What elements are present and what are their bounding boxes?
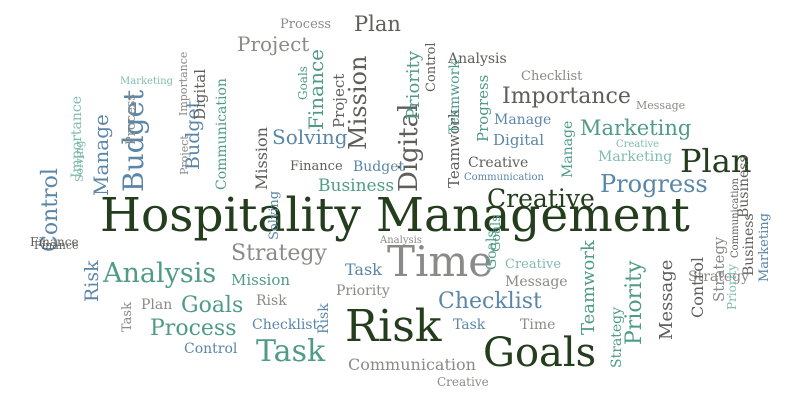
cloud-word: Priority <box>403 50 424 120</box>
cloud-word: Task <box>120 302 135 332</box>
cloud-word: Time <box>520 317 556 333</box>
cloud-word: Marketing <box>757 213 772 282</box>
cloud-word: Message <box>636 99 686 112</box>
cloud-word-title: Hospitality Management <box>100 188 690 243</box>
cloud-word: Marketing <box>120 76 174 87</box>
cloud-word: Project <box>237 32 310 56</box>
cloud-word: Manage <box>89 114 113 196</box>
cloud-word: Marketing <box>580 116 692 140</box>
cloud-word: Communication <box>214 78 230 190</box>
cloud-word: Mission <box>344 55 372 150</box>
cloud-word: Goals <box>181 293 244 318</box>
cloud-word: Risk <box>316 303 332 334</box>
cloud-word: Priority <box>336 283 390 299</box>
cloud-word: Control <box>424 42 439 92</box>
cloud-word: Project <box>330 73 348 128</box>
cloud-word: Solving <box>267 190 282 240</box>
cloud-word: Process <box>124 93 139 145</box>
cloud-word: Checklist <box>252 317 319 333</box>
cloud-word: Business <box>741 213 757 276</box>
cloud-word: Checklist <box>521 69 583 84</box>
cloud-word: Business <box>318 176 395 196</box>
cloud-word: Analysis <box>448 51 507 67</box>
cloud-word: Finance <box>34 239 79 252</box>
cloud-word: Creative <box>505 257 562 272</box>
cloud-word: Plan <box>141 297 173 313</box>
cloud-word: Communication <box>730 178 741 258</box>
cloud-word: Solving <box>272 125 348 149</box>
cloud-word: Priority <box>725 263 739 310</box>
cloud-word: Manage <box>560 120 576 178</box>
cloud-word: Teamwork <box>447 60 463 134</box>
cloud-word: Importance <box>502 84 631 109</box>
cloud-word: Creative <box>437 375 489 389</box>
cloud-word: Time <box>387 237 494 286</box>
cloud-word: Message <box>656 259 677 340</box>
cloud-word: Communication <box>464 172 544 183</box>
cloud-word: Communication <box>348 355 476 374</box>
cloud-word: Importance <box>69 95 85 178</box>
cloud-word: Progress <box>600 170 708 198</box>
cloud-word: Priority <box>622 260 647 345</box>
cloud-word: Plan <box>354 12 401 36</box>
cloud-word: Checklist <box>438 289 542 314</box>
cloud-word: Control <box>184 341 238 357</box>
cloud-word: Task <box>453 317 486 333</box>
cloud-word: Goals <box>489 215 504 252</box>
cloud-word: Plan <box>680 142 752 180</box>
cloud-word: Risk <box>81 260 103 302</box>
cloud-word: Finance <box>290 159 343 174</box>
cloud-word: Digital <box>191 69 209 120</box>
cloud-word: Creative <box>468 155 529 171</box>
cloud-word: Budget <box>353 159 405 175</box>
cloud-word: Control <box>688 256 707 318</box>
cloud-word: Creative <box>616 139 660 150</box>
cloud-word: Teamwork <box>578 240 599 335</box>
cloud-word: Mission <box>231 271 291 289</box>
cloud-word: Task <box>345 260 382 279</box>
cloud-word: Progress <box>474 74 492 142</box>
cloud-word: Importance <box>177 51 190 116</box>
cloud-word: Creative <box>487 184 595 213</box>
cloud-word: Message <box>505 274 568 290</box>
cloud-word: Analysis <box>380 235 422 246</box>
cloud-word: Mission <box>252 127 271 190</box>
cloud-word: Digital <box>493 131 544 149</box>
cloud-word: Project <box>178 135 191 175</box>
cloud-word: Manage <box>494 112 552 128</box>
cloud-word: Marketing <box>598 149 673 165</box>
cloud-word: Process <box>280 17 332 32</box>
cloud-word: Goals <box>296 66 310 100</box>
cloud-word: Finance <box>30 235 79 249</box>
cloud-word: Strategy <box>609 306 625 368</box>
cloud-word: Process <box>150 316 237 341</box>
cloud-word: Risk <box>345 301 442 352</box>
cloud-word: Risk <box>256 293 287 309</box>
cloud-word: Strategy <box>231 241 327 266</box>
cloud-word: Analysis <box>103 258 217 289</box>
cloud-word: Task <box>256 334 326 369</box>
cloud-word: Goals <box>483 330 597 376</box>
cloud-word: Strategy <box>688 269 750 285</box>
